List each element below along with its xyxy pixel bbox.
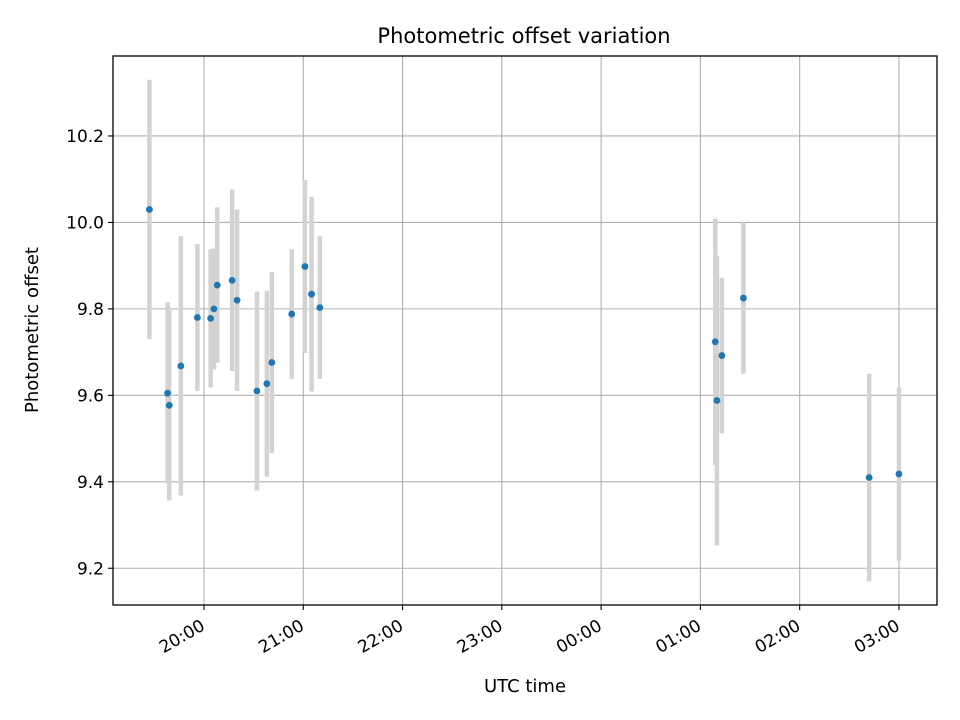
data-point: [263, 380, 271, 388]
y-tick-label: 9.8: [77, 300, 104, 320]
data-point: [713, 397, 721, 404]
grid-lines: [113, 56, 937, 605]
y-tick-label: 9.2: [77, 559, 104, 579]
data-point: [740, 294, 747, 302]
data-point: [865, 474, 873, 481]
y-tick-label: 10.0: [66, 213, 104, 233]
data-point: [711, 338, 719, 346]
chart-title: Photometric offset variation: [377, 24, 670, 48]
plot-frame: [112, 55, 938, 606]
x-axis-label: UTC time: [484, 676, 566, 697]
y-tick-label: 9.4: [77, 473, 104, 493]
data-point: [165, 401, 173, 409]
data-point: [193, 314, 201, 321]
data-points: [146, 206, 903, 481]
data-point: [308, 290, 315, 298]
data-point: [316, 304, 324, 311]
data-point: [210, 305, 218, 313]
data-point: [718, 352, 726, 359]
data-point: [213, 281, 221, 289]
data-point: [233, 296, 241, 304]
data-point: [177, 362, 185, 370]
y-tick-label: 9.6: [77, 386, 104, 406]
y-axis-ticks: 9.2 9.4 9.6 9.8 10.0 10.2: [66, 127, 113, 579]
data-point: [164, 389, 172, 397]
data-point: [268, 359, 276, 366]
data-point: [288, 310, 296, 318]
data-point: [895, 470, 903, 478]
data-point: [301, 263, 309, 270]
data-point: [253, 387, 261, 395]
data-point: [146, 206, 153, 213]
y-axis-label: Photometric offset: [22, 247, 43, 413]
data-point: [228, 276, 236, 284]
data-point: [207, 314, 215, 322]
y-tick-label: 10.2: [66, 127, 104, 147]
